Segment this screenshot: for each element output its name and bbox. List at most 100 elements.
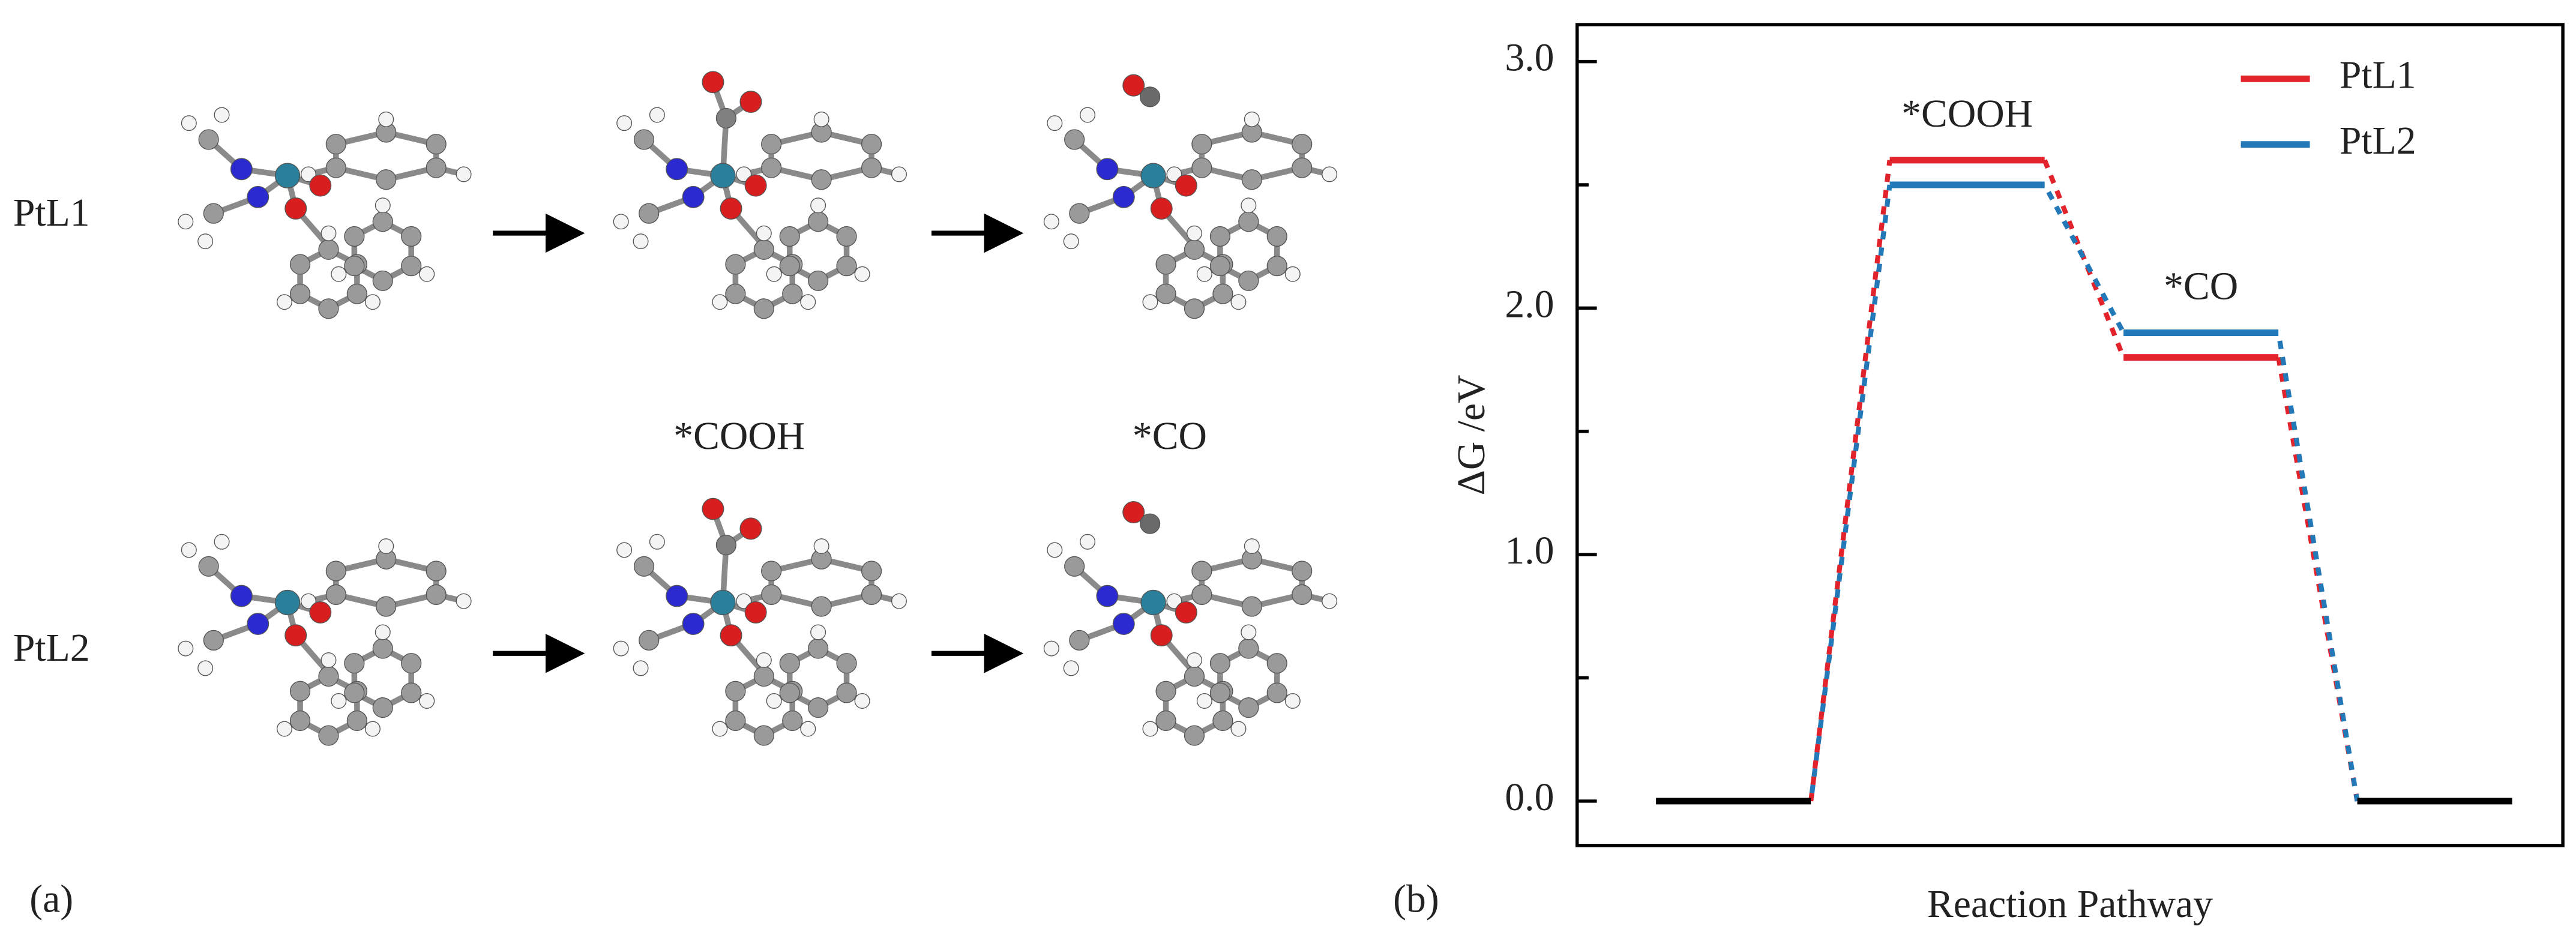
atom <box>836 682 857 703</box>
atom <box>753 239 774 260</box>
atom <box>214 534 230 550</box>
atom <box>318 725 339 746</box>
atom <box>1139 513 1161 534</box>
atom <box>203 630 224 651</box>
atom <box>712 721 728 737</box>
atom <box>276 294 292 310</box>
atom <box>364 721 381 737</box>
row-label: PtL2 <box>13 626 90 670</box>
atom <box>376 596 397 617</box>
atom <box>1191 584 1212 605</box>
atom <box>613 214 629 230</box>
atom <box>318 298 339 319</box>
atom <box>1142 294 1158 310</box>
atom <box>639 203 660 224</box>
atom <box>331 693 347 709</box>
atom <box>1142 721 1158 737</box>
atom <box>761 157 782 178</box>
atom <box>1266 653 1287 674</box>
atom <box>1175 174 1197 197</box>
atom <box>426 134 447 155</box>
atom <box>1292 561 1313 582</box>
atom <box>1155 283 1176 304</box>
y-axis-label: ΔG /eV <box>1449 375 1493 496</box>
atom <box>1241 197 1257 214</box>
atom <box>782 283 803 304</box>
atom <box>1212 710 1233 732</box>
atom <box>1292 584 1313 605</box>
atom <box>1322 166 1338 182</box>
atom <box>376 169 397 190</box>
molecules <box>178 71 1338 746</box>
atom <box>1155 254 1176 275</box>
atom <box>861 157 882 178</box>
atom <box>1209 226 1231 247</box>
atom <box>779 653 800 674</box>
atom <box>808 211 829 232</box>
atom <box>891 166 907 182</box>
connector <box>2276 332 2360 802</box>
atom <box>1096 158 1119 181</box>
atom <box>1080 107 1096 123</box>
atom <box>720 197 742 220</box>
atom <box>1166 593 1182 609</box>
atom <box>712 294 728 310</box>
atom <box>214 107 230 123</box>
atom <box>753 666 774 687</box>
atom <box>725 710 746 732</box>
atom <box>401 682 422 703</box>
atom <box>1063 233 1079 250</box>
atom <box>456 593 472 609</box>
atom <box>401 256 422 277</box>
atom <box>1184 298 1205 319</box>
atom <box>891 593 907 609</box>
atom <box>289 681 311 702</box>
atom <box>744 601 767 624</box>
atom <box>1230 721 1247 737</box>
atom <box>1043 640 1059 657</box>
atom <box>1266 256 1287 277</box>
atom <box>756 225 772 241</box>
atom <box>456 166 472 182</box>
atom <box>1139 86 1161 107</box>
atom <box>779 682 800 703</box>
atom <box>178 640 194 657</box>
atom <box>1064 556 1085 577</box>
atom <box>318 239 339 260</box>
atom <box>1191 157 1212 178</box>
atom <box>1122 501 1145 523</box>
atom <box>198 129 219 150</box>
atom <box>1238 697 1259 718</box>
atom <box>1191 134 1212 155</box>
atom <box>289 283 311 304</box>
atom <box>1150 197 1173 220</box>
atom <box>346 710 367 732</box>
atom <box>181 115 197 131</box>
atom <box>378 111 394 127</box>
atom <box>1284 693 1301 709</box>
atom <box>1047 542 1063 558</box>
atom <box>861 584 882 605</box>
atom <box>375 197 391 214</box>
atom <box>364 294 381 310</box>
atom <box>1238 270 1259 291</box>
atom <box>710 163 736 188</box>
atom <box>300 166 316 182</box>
atom <box>753 298 774 319</box>
atom <box>325 157 346 178</box>
atom <box>372 697 393 718</box>
atom <box>1196 266 1212 282</box>
atom <box>649 107 665 123</box>
state-label: *CO <box>2164 264 2238 308</box>
atom <box>613 640 629 657</box>
atom <box>725 254 746 275</box>
atom <box>1238 211 1259 232</box>
atom <box>325 584 346 605</box>
atom <box>808 638 829 659</box>
atom <box>649 534 665 550</box>
atom <box>1241 596 1262 617</box>
atom <box>289 710 311 732</box>
atom <box>1069 203 1090 224</box>
atom <box>372 638 393 659</box>
